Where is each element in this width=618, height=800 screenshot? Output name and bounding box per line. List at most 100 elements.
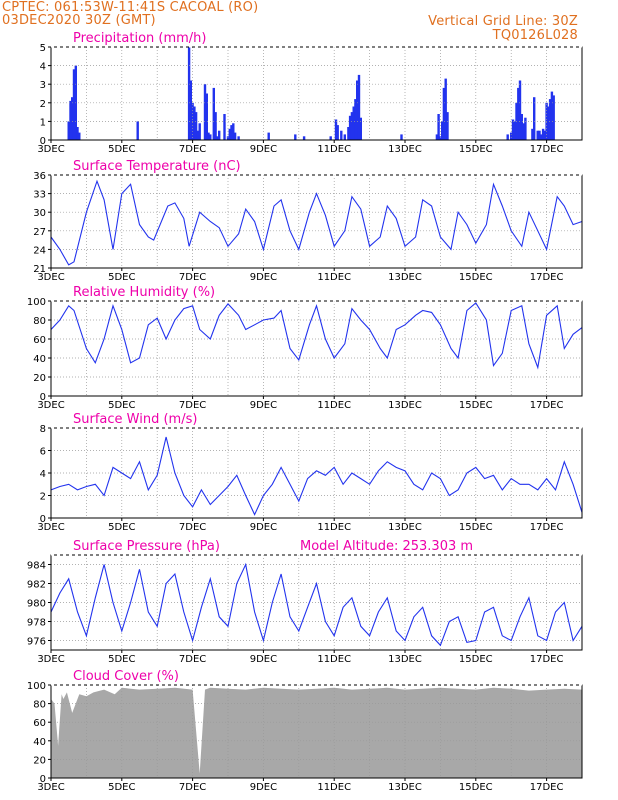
precip-bar [531,128,534,140]
panel-4: 976 978 980 982 984 3DEC 5DEC 7DEC 9DEC 11DEC 13DE… [27,539,583,665]
x-tick-label: 5DEC [108,654,135,665]
x-tick-label: 5DEC [108,782,135,793]
y-tick-label: 24 [33,245,46,256]
x-tick-label: 13DEC [388,522,422,533]
y-tick-label: 982 [27,580,46,591]
precip-bar [354,99,357,140]
precip-bar [520,114,523,140]
header-station: CPTEC: 061:53W-11:41S CACOAL (RO) [2,0,259,15]
precip-bar [216,136,219,140]
precip-bar [209,134,212,140]
x-tick-label: 7DEC [179,272,206,283]
x-tick-label: 15DEC [459,272,493,283]
x-tick-label: 11DEC [317,782,351,793]
x-tick-label: 15DEC [459,400,493,411]
precip-bar [517,87,520,140]
x-tick-label: 3DEC [37,782,64,793]
y-tick-label: 20 [33,755,46,766]
x-tick-label: 17DEC [530,144,564,155]
series-line [50,302,583,370]
y-tick-label: 0 [40,514,46,525]
y-tick-label: 2 [40,492,46,503]
y-tick-label: 36 [33,171,46,182]
precip-bar [435,134,439,140]
y-tick-label: 0 [40,392,46,403]
panel-title: Relative Humidity (%) [73,285,215,300]
x-tick-label: 17DEC [530,654,564,665]
x-tick-label: 9DEC [250,272,277,283]
precip-bar [69,100,72,140]
precip-bar [205,93,208,140]
precip-bar [524,117,527,140]
x-tick-label: 17DEC [530,522,564,533]
header-grid-line: Vertical Grid Line: 30Z [428,14,578,29]
y-tick-label: 2 [40,99,46,110]
precip-bar [340,130,343,140]
panel-subtitle: Model Altitude: 253.303 m [300,539,473,554]
cloud-cover-area [51,687,582,778]
precip-bar [357,74,361,140]
x-tick-label: 11DEC [317,400,351,411]
x-tick-label: 7DEC [179,144,206,155]
precip-bar [536,130,539,140]
precip-bar [230,125,233,140]
y-tick-label: 6 [40,447,46,458]
precip-bar [72,69,76,140]
series-line [50,179,583,266]
x-tick-label: 9DEC [250,522,277,533]
header-model-id: TQ0126L028 [492,28,578,43]
panel-title: Precipitation (mm/h) [73,31,206,46]
precip-bar [541,128,545,140]
precip-bar [189,80,192,140]
precip-bar [232,123,235,140]
x-tick-label: 15DEC [459,654,493,665]
x-tick-label: 9DEC [250,654,277,665]
header-date: 03DEC2020 30Z (GMT) [2,13,156,28]
precip-bar [329,136,332,140]
precip-bar [198,123,201,140]
panel-frame [50,427,583,519]
panel-title: Surface Temperature (nC) [73,159,241,174]
x-tick-label: 9DEC [250,400,277,411]
precip-bar [350,112,354,140]
precip-bar [543,130,546,140]
precip-bar [533,97,536,140]
x-tick-label: 5DEC [108,522,135,533]
precip-bar [194,112,198,140]
y-tick-label: 984 [27,561,46,572]
y-tick-label: 5 [40,43,46,54]
y-tick-label: 33 [33,190,46,201]
y-tick-label: 0 [40,774,46,785]
precip-bar [218,130,221,140]
y-tick-label: 976 [27,637,46,648]
y-tick-label: 60 [33,718,46,729]
precip-bar [193,106,196,140]
panel-title: Cloud Cover (%) [73,669,179,684]
y-tick-label: 20 [33,373,46,384]
panel-0: 0 1 2 3 4 5 3DEC 5DEC 7DEC 9DEC 11DEC 13DEC 15DEC 17D… [37,31,583,155]
precip-bar [518,80,522,140]
x-tick-label: 3DEC [37,144,64,155]
panel-frame [50,300,583,397]
y-tick-label: 40 [33,737,46,748]
panel-5: 0 20 40 60 80 100 3DEC 5DEC 7DEC 9DEC 11DEC 13DEC 15… [27,669,583,793]
x-tick-label: 13DEC [388,272,422,283]
y-tick-label: 60 [33,335,46,346]
precip-bar [444,78,447,140]
precip-bar [187,47,191,140]
precip-bar [538,130,541,140]
precip-bar [228,128,231,140]
panel-title: Surface Wind (m/s) [73,412,197,427]
y-tick-label: 978 [27,618,46,629]
precip-bar [506,134,509,140]
precip-bar [511,119,515,140]
precip-bar [196,130,200,140]
precip-bar [547,106,550,140]
x-tick-label: 7DEC [179,522,206,533]
precip-bar [552,95,555,140]
precip-bar [522,123,525,140]
y-tick-label: 100 [27,297,46,308]
precip-bar [226,136,230,140]
x-tick-label: 17DEC [530,272,564,283]
